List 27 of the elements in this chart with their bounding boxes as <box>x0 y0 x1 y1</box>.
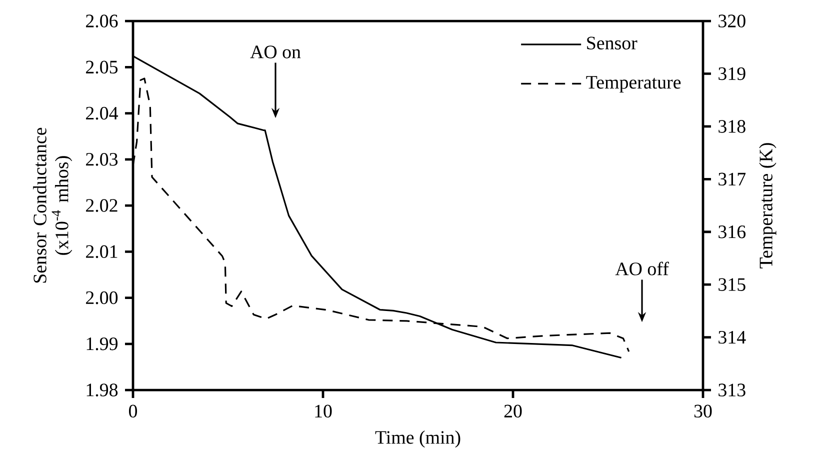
y-tick-label: 2.01 <box>86 245 118 258</box>
y2-tick-label: 313 <box>718 384 746 396</box>
y2-tick-label: 316 <box>718 226 746 238</box>
x-tick-label: 10 <box>315 404 332 418</box>
y2-axis-title: Temperature (K) <box>759 143 776 268</box>
x-axis-title: Time (min) <box>375 430 460 448</box>
annotation: AO off <box>615 262 669 276</box>
y2-tick-label: 315 <box>718 278 746 291</box>
y2-tick-label: 320 <box>718 14 746 28</box>
x-tick-label: 0 <box>128 404 138 418</box>
legend-label: Temperature <box>586 76 681 93</box>
y-tick-label: 1.98 <box>86 384 118 396</box>
legend-label: Sensor <box>587 36 638 50</box>
y-tick-label: 2.02 <box>86 199 118 212</box>
y-tick-label: 2.00 <box>86 291 118 304</box>
y2-tick-label: 318 <box>718 120 746 133</box>
y-tick-label: 2.04 <box>86 106 118 120</box>
y2-tick-label: 319 <box>718 67 746 80</box>
x-tick-label: 30 <box>694 404 712 418</box>
y-tick-label: 2.05 <box>86 60 118 74</box>
y-tick-label: 2.03 <box>86 152 118 166</box>
y-tick-label: 1.99 <box>86 337 118 350</box>
y2-tick-label: 314 <box>718 330 746 344</box>
y2-tick-label: 317 <box>718 172 746 186</box>
x-tick-label: 20 <box>504 404 522 418</box>
annotation: AO on <box>250 46 301 58</box>
y-tick-label: 2.06 <box>86 14 118 28</box>
